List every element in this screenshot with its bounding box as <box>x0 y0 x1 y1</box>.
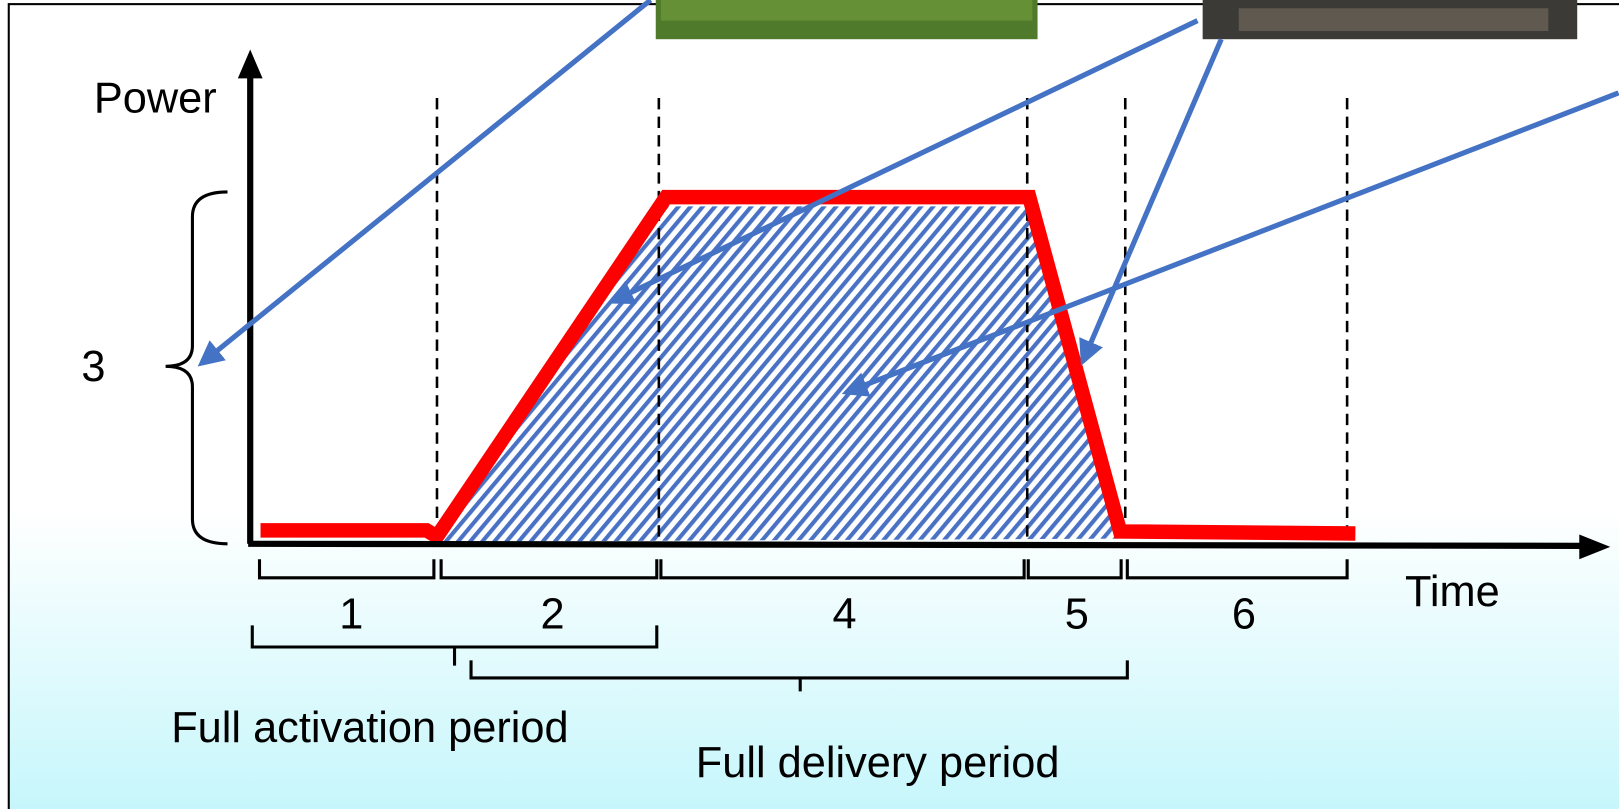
segment-label: 6 <box>1232 591 1256 639</box>
x-axis-label: Time <box>1405 568 1500 616</box>
segment-label: 1 <box>339 591 363 639</box>
page: {"axis": {"y_label": "Power", "x_label":… <box>0 0 1619 809</box>
bracket-label: 3 <box>81 343 105 391</box>
segment-label: 4 <box>833 591 857 639</box>
photo-city-detail <box>1239 8 1549 31</box>
delivery-period-label: Full delivery period <box>696 739 1060 787</box>
activation-period-label: Full activation period <box>171 704 568 752</box>
segment-label: 5 <box>1065 591 1089 639</box>
diagram: Power Time 3 1 2 4 5 6 Full activation p… <box>0 0 1619 809</box>
y-axis-label: Power <box>94 75 217 123</box>
photo-forest-detail <box>661 0 1032 21</box>
segment-label: 2 <box>541 591 565 639</box>
x-axis <box>248 544 1584 546</box>
